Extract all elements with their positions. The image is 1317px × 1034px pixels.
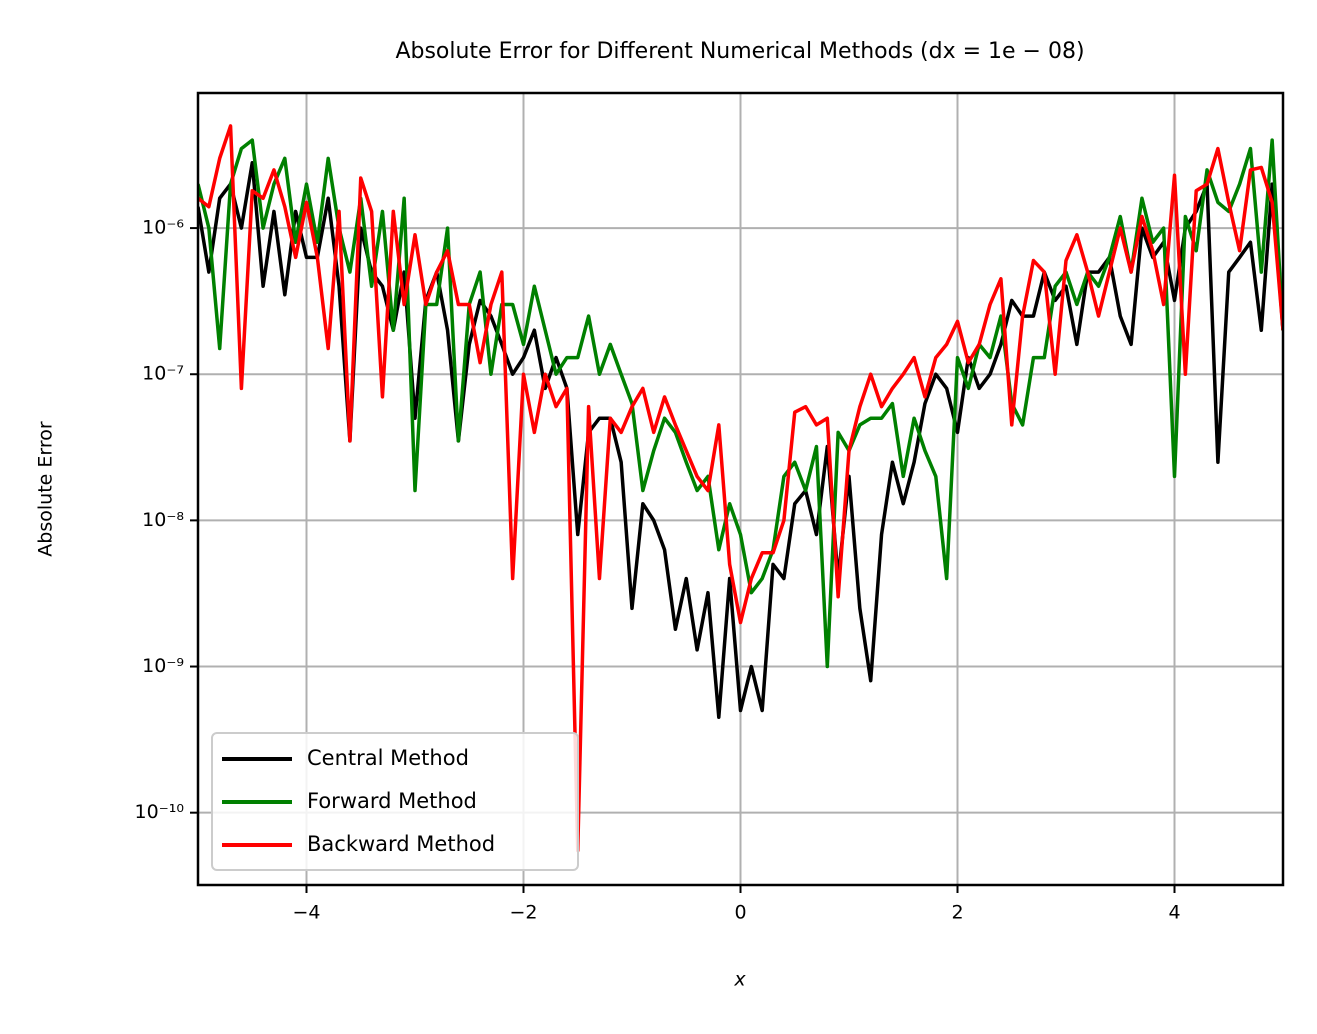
y-tick-label: 10⁻¹⁰ (135, 801, 184, 823)
series-line (198, 124, 1283, 853)
x-tick-label: 4 (1168, 902, 1180, 924)
x-axis-label: x (733, 969, 746, 991)
ticks: −4 −2 0 2 4 10⁻¹⁰ 10⁻⁹ 10⁻⁸ 10⁻⁷ 10⁻⁶ (135, 217, 1181, 924)
legend-label: Central Method (307, 746, 469, 770)
series-line (198, 160, 1283, 719)
series-line (198, 138, 1283, 669)
x-tick-label: 0 (734, 902, 746, 924)
y-tick-label: 10⁻⁸ (142, 509, 184, 531)
x-tick-label: −2 (509, 902, 537, 924)
legend: Central Method Forward Method Backward Met… (211, 732, 579, 871)
x-tick-label: 2 (951, 902, 963, 924)
chart-title: Absolute Error for Different Numerical M… (395, 39, 1084, 64)
x-tick-label: −4 (292, 902, 320, 924)
legend-label: Backward Method (307, 832, 495, 856)
y-axis-label: Absolute Error (35, 421, 57, 557)
legend-label: Forward Method (307, 789, 477, 813)
y-tick-label: 10⁻⁶ (142, 217, 184, 239)
plot-lines (198, 124, 1283, 853)
y-tick-label: 10⁻⁷ (142, 363, 184, 385)
y-tick-label: 10⁻⁹ (142, 655, 184, 677)
legend-box (211, 732, 579, 871)
